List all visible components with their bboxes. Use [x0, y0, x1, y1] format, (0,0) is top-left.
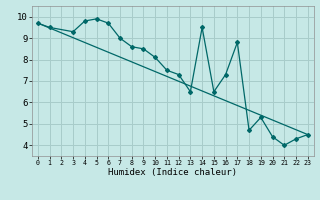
X-axis label: Humidex (Indice chaleur): Humidex (Indice chaleur) — [108, 168, 237, 177]
